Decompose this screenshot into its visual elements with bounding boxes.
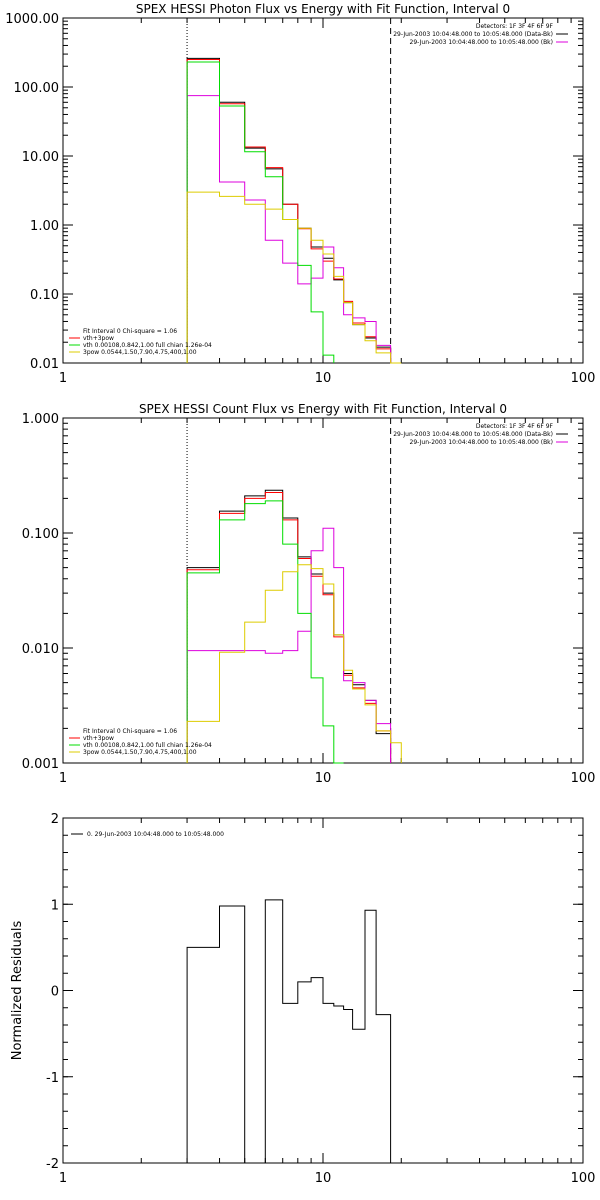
legend-text: 3pow 0.0544,1.50,7.90,4.75,400,1.00 bbox=[83, 749, 197, 756]
y-tick-label: 0.100 bbox=[22, 527, 59, 542]
x-tick-label: 100 bbox=[571, 771, 596, 786]
series-line-3 bbox=[186, 500, 344, 764]
legend-text: Fit Interval 0 Chi-square = 1.06 bbox=[83, 728, 177, 735]
x-tick-label: 1 bbox=[59, 1171, 67, 1186]
y-tick-label: -1 bbox=[46, 1071, 59, 1086]
x-tick-label: 1 bbox=[59, 371, 67, 386]
x-tick-label: 10 bbox=[315, 771, 332, 786]
series-line-2 bbox=[186, 95, 392, 363]
legend-text: 29-Jun-2003 10:04:48.000 to 10:05:48.000… bbox=[393, 431, 553, 438]
y-tick-label: 0.010 bbox=[22, 642, 59, 657]
chart-title-0: SPEX HESSI Photon Flux vs Energy with Fi… bbox=[136, 2, 510, 16]
legend-text: 29-Jun-2003 10:04:48.000 to 10:05:48.000… bbox=[410, 439, 553, 446]
y-tick-label: 100.00 bbox=[14, 81, 60, 96]
legend-text: 29-Jun-2003 10:04:48.000 to 10:05:48.000… bbox=[410, 39, 553, 46]
y-tick-label: 1 bbox=[51, 898, 59, 913]
x-tick-label: 100 bbox=[571, 371, 596, 386]
y-tick-label: 0 bbox=[51, 985, 59, 1000]
x-tick-label: 10 bbox=[315, 1171, 332, 1186]
y-tick-label: -2 bbox=[46, 1157, 59, 1172]
series-line-4 bbox=[186, 564, 402, 763]
y-tick-label: 1.000 bbox=[22, 412, 59, 427]
y-axis-label: Normalized Residuals bbox=[10, 921, 25, 1061]
legend-text: Detectors: 1F 3F 4F 6F 9F bbox=[476, 23, 554, 30]
legend-text: 0. 29-Jun-2003 10:04:48.000 to 10:05:48.… bbox=[87, 831, 224, 838]
legend-text: Fit Interval 0 Chi-square = 1.06 bbox=[83, 328, 177, 335]
series-line-3 bbox=[186, 61, 335, 363]
series-line-1 bbox=[186, 492, 392, 763]
x-tick-label: 1 bbox=[59, 771, 67, 786]
legend-text: 3pow 0.0544,1.50,7.90,4.75,400,1.00 bbox=[83, 349, 197, 356]
plot-frame-0 bbox=[62, 17, 584, 364]
series-line-4 bbox=[186, 191, 402, 364]
series-line-0 bbox=[186, 899, 392, 1164]
legend-text: vth 0.00108,0.842,1.00 full chian 1.26e-… bbox=[83, 342, 212, 349]
y-tick-label: 0.001 bbox=[22, 757, 59, 772]
y-tick-label: 1.00 bbox=[30, 219, 59, 234]
legend-text: vth+3pow bbox=[83, 735, 114, 742]
legend-text: vth+3pow bbox=[83, 335, 114, 342]
y-tick-label: 2 bbox=[51, 812, 59, 827]
y-tick-label: 0.01 bbox=[30, 357, 59, 372]
y-tick-label: 10.00 bbox=[22, 150, 59, 165]
series-line-0 bbox=[186, 57, 392, 363]
chart-title-1: SPEX HESSI Count Flux vs Energy with Fit… bbox=[139, 402, 507, 416]
series-line-0 bbox=[186, 489, 392, 763]
legend-text: vth 0.00108,0.842,1.00 full chian 1.26e-… bbox=[83, 742, 212, 749]
series-line-2 bbox=[186, 527, 392, 763]
legend-text: Detectors: 1F 3F 4F 6F 9F bbox=[476, 423, 554, 430]
y-tick-label: 1000.00 bbox=[5, 12, 59, 27]
x-tick-label: 100 bbox=[571, 1171, 596, 1186]
x-tick-label: 10 bbox=[315, 371, 332, 386]
legend-text: 29-Jun-2003 10:04:48.000 to 10:05:48.000… bbox=[393, 31, 553, 38]
y-tick-label: 0.10 bbox=[30, 288, 59, 303]
